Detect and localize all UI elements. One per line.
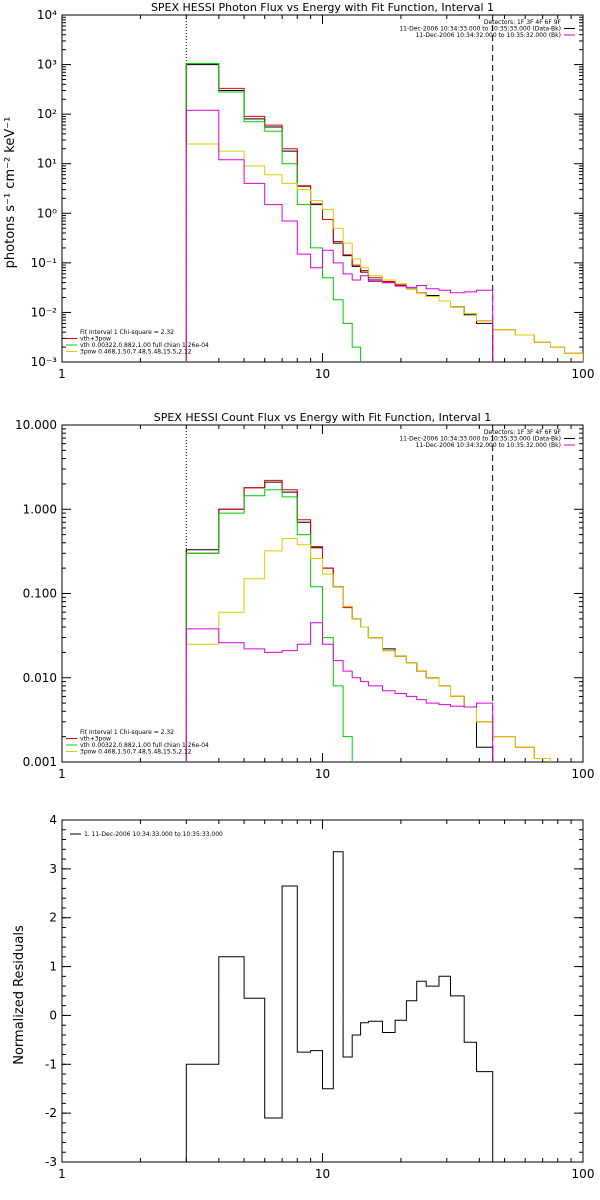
series-data-bk [185,481,494,762]
y-axis-label: photons s⁻¹ cm⁻² keV⁻¹ [3,117,18,269]
plot-frame [61,14,584,363]
series-vth-3pow [185,63,583,362]
x-tick-label: 100 [572,367,595,381]
y-tick-label: 1 [49,960,57,974]
x-tick-label: 10 [315,767,330,781]
y-tick-label: 1.000 [23,502,57,516]
y-tick-label: 0 [49,1008,57,1022]
legend-text: Detectors: 1F 3F 4F 6F 9F [484,429,562,436]
plot-frame [61,819,584,1163]
y-tick-label: 10⁰ [37,206,57,220]
x-tick-label: 100 [572,767,595,781]
x-tick-label: 1 [58,367,66,381]
legend-text: 11-Dec-2006 10:34:33.000 to 10:35:33.000… [399,436,561,443]
legend-text: vth 0.00322,0.882,1.00 full chian 1.26e-… [80,742,209,749]
legend-text: Fit Interval 1 Chi-square = 2.32 [80,329,174,336]
x-tick-label: 1 [58,1167,66,1181]
legend-text: 11-Dec-2006 10:34:32.000 to 10:35:32.000… [416,32,561,39]
series-bk [185,109,494,362]
series-3pow [185,538,551,762]
chart-panel-1: SPEX HESSI Photon Flux vs Energy with Fi… [3,1,594,381]
legend-text: Fit Interval 1 Chi-square = 2.32 [80,729,174,736]
series-3pow [185,143,583,362]
data-series-group [185,63,583,362]
series-bk [185,622,494,762]
y-tick-label: 10¹ [37,157,57,171]
legend-text: vth+3pow [80,736,111,743]
legend-text: 3pow 0.468,1.50,7.48,5.48,15.5,2.12 [80,349,192,356]
y-tick-label: 10⁴ [37,8,57,22]
y-tick-label: 4 [49,813,57,827]
y-tick-label: 10⁻² [31,305,58,319]
series-1-11-dec-2006-10-34-33-000-to-10-35-33-000 [185,851,494,1162]
legend-text: Detectors: 1F 3F 4F 6F 9F [484,19,562,26]
y-tick-label: 0.001 [23,755,57,769]
y-tick-label: 10.000 [15,418,57,432]
legend-text: 11-Dec-2006 10:34:32.000 to 10:35:32.000… [416,442,561,449]
y-tick-label: 10⁻¹ [31,256,58,270]
series-vth [185,489,353,762]
y-tick-label: 2 [49,911,57,925]
y-tick-label: -3 [45,1155,57,1169]
y-tick-label: 0.100 [23,587,57,601]
legend-text: vth 0.00322,0.882,1.00 full chian 1.26e-… [80,342,209,349]
data-series-group [185,479,551,762]
x-tick-label: 10 [315,367,330,381]
y-axis-label: Normalized Residuals [12,925,27,1065]
chart-title: SPEX HESSI Photon Flux vs Energy with Fi… [151,1,494,14]
series-vth-3pow [185,479,551,762]
data-series-group [185,851,494,1162]
x-tick-label: 1 [58,767,66,781]
y-tick-label: -2 [45,1106,57,1120]
legend-text: 1. 11-Dec-2006 10:34:33.000 to 10:35:33.… [84,831,223,838]
series-vth [185,63,362,362]
legend-text: 11-Dec-2006 10:34:33.000 to 10:35:33.000… [399,26,561,33]
y-tick-label: 3 [49,862,57,876]
y-tick-label: 10³ [37,58,57,72]
series-data-bk [185,64,494,362]
x-tick-label: 10 [315,1167,330,1181]
y-tick-label: 10² [37,107,57,121]
chart-panel-3: Normalized Residuals 1 10 100 -3 -2 -1 0 1 2 3 4 1. … [12,813,594,1181]
chart-panel-2: SPEX HESSI Count Flux vs Energy with Fit… [15,411,594,781]
legend-text: vth+3pow [80,336,111,343]
x-tick-label: 100 [572,1167,595,1181]
y-tick-label: -1 [45,1057,57,1071]
y-tick-label: 10⁻³ [31,355,58,369]
y-tick-label: 0.010 [23,671,57,685]
chart-title: SPEX HESSI Count Flux vs Energy with Fit… [154,411,491,424]
legend-text: 3pow 0.468,1.50,7.48,5.48,15.5,2.12 [80,749,192,756]
